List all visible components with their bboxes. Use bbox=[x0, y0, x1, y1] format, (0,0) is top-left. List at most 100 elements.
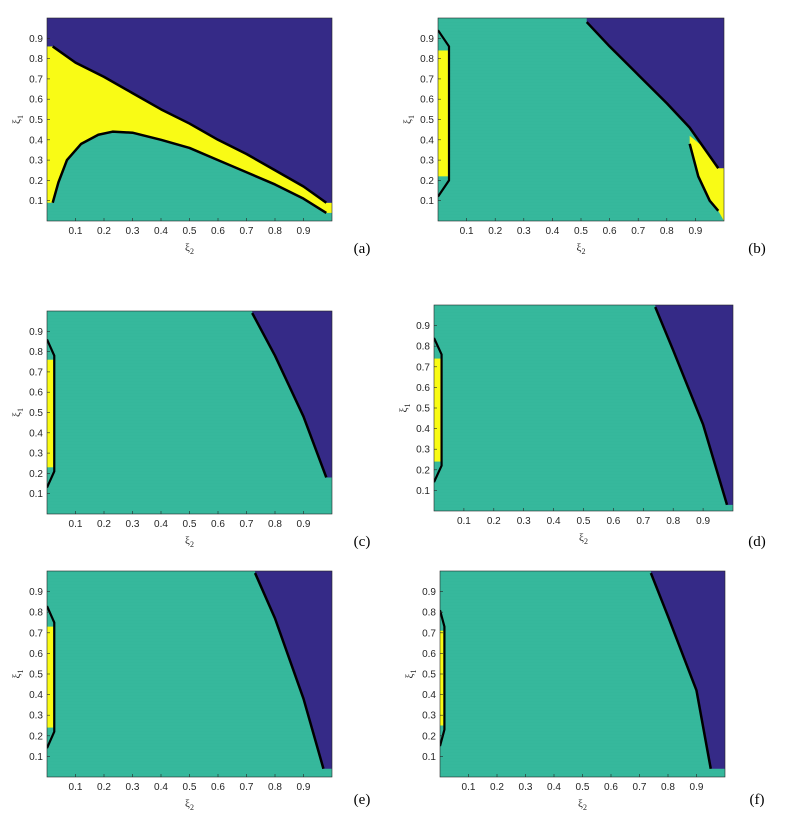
y-tick-label: 0.5 bbox=[416, 404, 430, 415]
x-tick-label: 0.8 bbox=[268, 226, 282, 237]
y-tick-label: 0.9 bbox=[416, 321, 430, 332]
x-tick-label: 0.3 bbox=[126, 782, 140, 793]
y-tick-label: 0.6 bbox=[29, 95, 43, 106]
region-narrow bbox=[47, 46, 332, 213]
y-tick-label: 0.9 bbox=[420, 34, 434, 45]
y-tick-label: 0.6 bbox=[416, 383, 430, 394]
x-tick-label: 0.4 bbox=[547, 782, 561, 793]
upper-boundary-line bbox=[51, 45, 328, 204]
y-tick-label: 0.1 bbox=[29, 196, 43, 207]
left-strip-boundary bbox=[434, 337, 443, 483]
x-tick-label: 0.4 bbox=[545, 226, 559, 237]
panel-label: (d) bbox=[748, 534, 766, 550]
x-tick-label: 0.6 bbox=[604, 782, 618, 793]
x-tick-label: 0.7 bbox=[240, 519, 254, 530]
y-tick-label: 0.5 bbox=[29, 670, 43, 681]
y-tick-label: 0.7 bbox=[29, 367, 43, 378]
left-strip-boundary bbox=[438, 29, 451, 198]
x-tick-label: 0.6 bbox=[606, 516, 620, 527]
upper-boundary-line bbox=[585, 21, 720, 169]
x-tick-label: 0.3 bbox=[517, 226, 531, 237]
y-tick-label: 0.6 bbox=[29, 649, 43, 660]
y-tick-label: 0.9 bbox=[29, 34, 43, 45]
x-tick-label: 0.2 bbox=[97, 782, 111, 793]
y-tick-label: 0.3 bbox=[420, 156, 434, 167]
y-axis-label: ξ1 bbox=[11, 670, 25, 679]
y-axis-label: ξ1 bbox=[11, 408, 25, 417]
y-tick-label: 0.8 bbox=[29, 54, 43, 65]
x-tick-label: 0.1 bbox=[462, 782, 476, 793]
y-tick-label: 0.6 bbox=[422, 649, 436, 660]
y-tick-label: 0.2 bbox=[416, 465, 430, 476]
left-strip bbox=[434, 358, 441, 462]
panel-e: 0.1 0.2 0.3 0.4 0.5 0.6 0.7 0.8 0.9 0.1 0.2 0.3 0.4 0… bbox=[11, 570, 370, 812]
y-tick-label: 0.1 bbox=[420, 196, 434, 207]
left-strip-boundary bbox=[47, 338, 56, 489]
y-tick-label: 0.5 bbox=[420, 115, 434, 126]
y-tick-label: 0.7 bbox=[29, 74, 43, 85]
y-tick-label: 0.3 bbox=[29, 156, 43, 167]
y-tick-label: 0.8 bbox=[422, 608, 436, 619]
x-tick-label: 0.4 bbox=[154, 782, 168, 793]
x-axis-label: ξ2 bbox=[185, 798, 194, 812]
upper-boundary-line bbox=[654, 306, 729, 506]
x-tick-label: 0.7 bbox=[636, 516, 650, 527]
x-tick-label: 0.1 bbox=[69, 519, 83, 530]
x-tick-label: 0.5 bbox=[577, 516, 591, 527]
y-tick-label: 0.8 bbox=[29, 608, 43, 619]
x-tick-label: 0.7 bbox=[240, 226, 254, 237]
x-tick-label: 0.9 bbox=[690, 782, 704, 793]
y-axis-label: ξ1 bbox=[398, 404, 412, 413]
y-tick-label: 0.2 bbox=[420, 176, 434, 187]
left-strip bbox=[47, 626, 54, 728]
y-tick-label: 0.2 bbox=[29, 469, 43, 480]
y-tick-label: 0.9 bbox=[29, 587, 43, 598]
y-axis-label: ξ1 bbox=[11, 115, 25, 124]
x-tick-label: 0.3 bbox=[126, 519, 140, 530]
y-axis-label: ξ1 bbox=[404, 670, 418, 679]
y-axis-label: ξ1 bbox=[402, 115, 416, 124]
y-tick-label: 0.6 bbox=[29, 388, 43, 399]
lower-boundary-line bbox=[51, 130, 327, 214]
upper-boundary-line bbox=[253, 572, 325, 770]
y-tick-label: 0.4 bbox=[420, 135, 434, 146]
x-tick-label: 0.3 bbox=[517, 516, 531, 527]
y-tick-label: 0.5 bbox=[29, 115, 43, 126]
x-tick-label: 0.5 bbox=[183, 226, 197, 237]
region-top bbox=[650, 571, 725, 769]
x-tick-label: 0.5 bbox=[576, 782, 590, 793]
y-tick-label: 0.1 bbox=[422, 752, 436, 763]
y-tick-label: 0.3 bbox=[29, 711, 43, 722]
y-tick-label: 0.7 bbox=[420, 74, 434, 85]
x-tick-label: 0.9 bbox=[696, 516, 710, 527]
y-tick-label: 0.9 bbox=[422, 587, 436, 598]
x-axis-label: ξ2 bbox=[185, 535, 194, 549]
x-tick-label: 0.6 bbox=[211, 519, 225, 530]
left-strip-boundary bbox=[47, 605, 56, 749]
x-tick-label: 0.8 bbox=[666, 516, 680, 527]
upper-boundary-line bbox=[251, 312, 328, 478]
x-tick-label: 0.2 bbox=[97, 226, 111, 237]
panel-label: (f) bbox=[750, 792, 765, 808]
y-tick-label: 0.2 bbox=[422, 731, 436, 742]
x-tick-label: 0.2 bbox=[487, 516, 501, 527]
y-tick-label: 0.1 bbox=[29, 489, 43, 500]
lower-boundary-line bbox=[688, 143, 720, 212]
x-axis-label: ξ2 bbox=[579, 532, 588, 546]
x-tick-label: 0.3 bbox=[126, 226, 140, 237]
y-tick-label: 0.5 bbox=[422, 670, 436, 681]
left-strip bbox=[440, 630, 444, 726]
x-tick-label: 0.8 bbox=[268, 519, 282, 530]
y-tick-label: 0.1 bbox=[416, 486, 430, 497]
x-tick-label: 0.9 bbox=[297, 782, 311, 793]
x-tick-label: 0.2 bbox=[488, 226, 502, 237]
panel-label: (a) bbox=[354, 241, 371, 257]
x-tick-label: 0.3 bbox=[519, 782, 533, 793]
y-tick-label: 0.4 bbox=[416, 424, 430, 435]
panel-label: (c) bbox=[354, 534, 371, 550]
x-tick-label: 0.8 bbox=[660, 226, 674, 237]
x-tick-label: 0.6 bbox=[211, 782, 225, 793]
x-tick-label: 0.8 bbox=[661, 782, 675, 793]
x-tick-label: 0.4 bbox=[547, 516, 561, 527]
